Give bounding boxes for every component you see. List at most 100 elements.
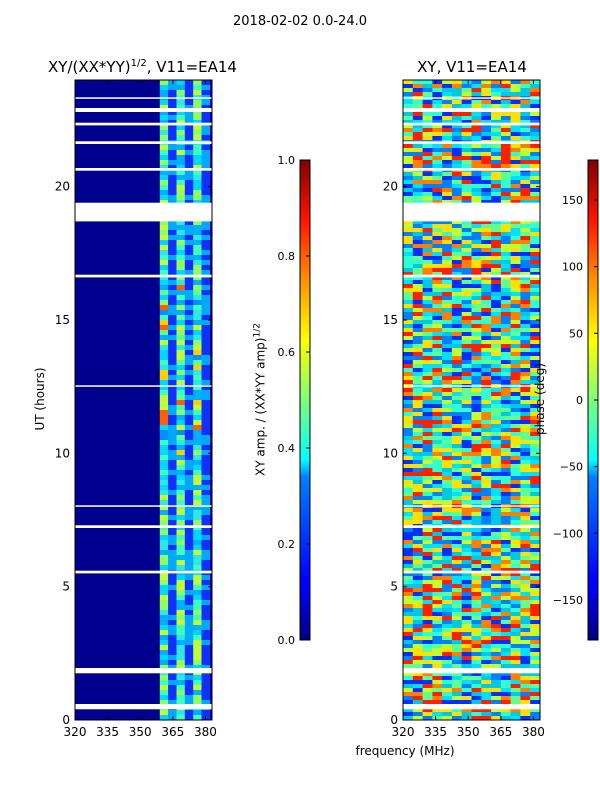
amplitude-cell — [176, 605, 186, 611]
phase-cell — [403, 172, 414, 177]
phase-cell — [530, 112, 541, 117]
phase-cell — [403, 584, 414, 589]
amplitude-cell — [193, 265, 202, 271]
phase-cell — [442, 296, 453, 301]
phase-cell — [530, 516, 541, 521]
phase-cell — [530, 556, 541, 561]
phase-cell — [442, 532, 453, 537]
phase-cell — [481, 284, 492, 289]
phase-cell — [451, 184, 462, 189]
phase-cell — [491, 184, 502, 189]
phase-cell — [442, 332, 453, 337]
amplitude-cell — [176, 360, 186, 366]
phase-cell — [412, 92, 423, 97]
phase-cell — [403, 236, 414, 241]
phase-cell — [530, 608, 541, 613]
phase-cell — [432, 188, 443, 193]
phase-cell — [422, 664, 433, 669]
phase-cell — [481, 708, 492, 713]
phase-cell — [471, 664, 482, 669]
phase-cell — [461, 616, 472, 621]
phase-cell — [500, 256, 511, 261]
phase-cell — [403, 456, 414, 461]
phase-cell — [520, 156, 531, 161]
phase-cell — [520, 180, 531, 185]
amplitude-cell — [168, 120, 177, 126]
phase-cell — [412, 432, 423, 437]
amplitude-cell — [176, 635, 186, 641]
phase-cell — [471, 624, 482, 629]
phase-cell — [471, 312, 482, 317]
phase-cell — [422, 452, 433, 457]
phase-cell — [481, 468, 492, 473]
phase-cell — [422, 280, 433, 285]
phase-cell — [442, 536, 453, 541]
amplitude-cell — [159, 355, 169, 361]
phase-cell — [471, 708, 482, 713]
phase-cell — [520, 316, 531, 321]
amplitude-cell — [193, 155, 202, 161]
phase-cell — [500, 464, 511, 469]
phase-cell — [510, 268, 521, 273]
phase-cell — [412, 364, 423, 369]
phase-cell — [471, 672, 482, 677]
phase-cell — [481, 404, 492, 409]
phase-cell — [451, 84, 462, 89]
phase-cell — [471, 196, 482, 201]
amplitude-cell — [159, 260, 169, 266]
phase-cell — [510, 496, 521, 501]
amplitude-cell — [193, 675, 202, 681]
phase-cell — [491, 192, 502, 197]
phase-cell — [481, 428, 492, 433]
phase-cell — [510, 344, 521, 349]
phase-cell — [481, 100, 492, 105]
amplitude-cell — [201, 150, 211, 156]
amplitude-cell — [193, 520, 202, 526]
amplitude-cell — [159, 145, 169, 151]
phase-cell — [520, 492, 531, 497]
phase-cell — [481, 344, 492, 349]
phase-cell — [422, 104, 433, 109]
phase-cell — [510, 428, 521, 433]
amplitude-cell — [159, 390, 169, 396]
amplitude-cell — [176, 490, 186, 496]
phase-cell — [432, 600, 443, 605]
phase-cell — [491, 116, 502, 121]
phase-cell — [491, 128, 502, 133]
amplitude-cell — [176, 315, 186, 321]
phase-cell — [500, 80, 511, 85]
phase-cell — [442, 568, 453, 573]
phase-cell — [481, 340, 492, 345]
phase-cell — [403, 368, 414, 373]
amplitude-cell — [176, 685, 186, 691]
phase-cell — [461, 468, 472, 473]
phase-cell — [500, 404, 511, 409]
phase-cell — [500, 544, 511, 549]
amplitude-cell — [176, 435, 186, 441]
amplitude-cell — [193, 330, 202, 336]
amplitude-cell — [176, 405, 186, 411]
phase-cell — [403, 656, 414, 661]
amplitude-cell — [184, 260, 194, 266]
phase-cell — [500, 308, 511, 313]
amplitude-cell — [184, 695, 194, 701]
phase-cell — [432, 316, 443, 321]
amplitude-cell — [193, 350, 202, 356]
phase-cell — [491, 112, 502, 117]
right-flagged-rows — [403, 97, 540, 710]
phase-cell — [481, 328, 492, 333]
phase-cell — [520, 296, 531, 301]
phase-cell — [530, 308, 541, 313]
phase-cell — [442, 444, 453, 449]
amplitude-cell — [201, 325, 211, 331]
phase-cell — [442, 304, 453, 309]
phase-cell — [461, 348, 472, 353]
phase-cell — [481, 420, 492, 425]
phase-cell — [530, 696, 541, 701]
phase-cell — [412, 288, 423, 293]
phase-cell — [412, 612, 423, 617]
phase-cell — [422, 388, 433, 393]
phase-cell — [442, 388, 453, 393]
phase-cell — [471, 476, 482, 481]
phase-cell — [520, 152, 531, 157]
